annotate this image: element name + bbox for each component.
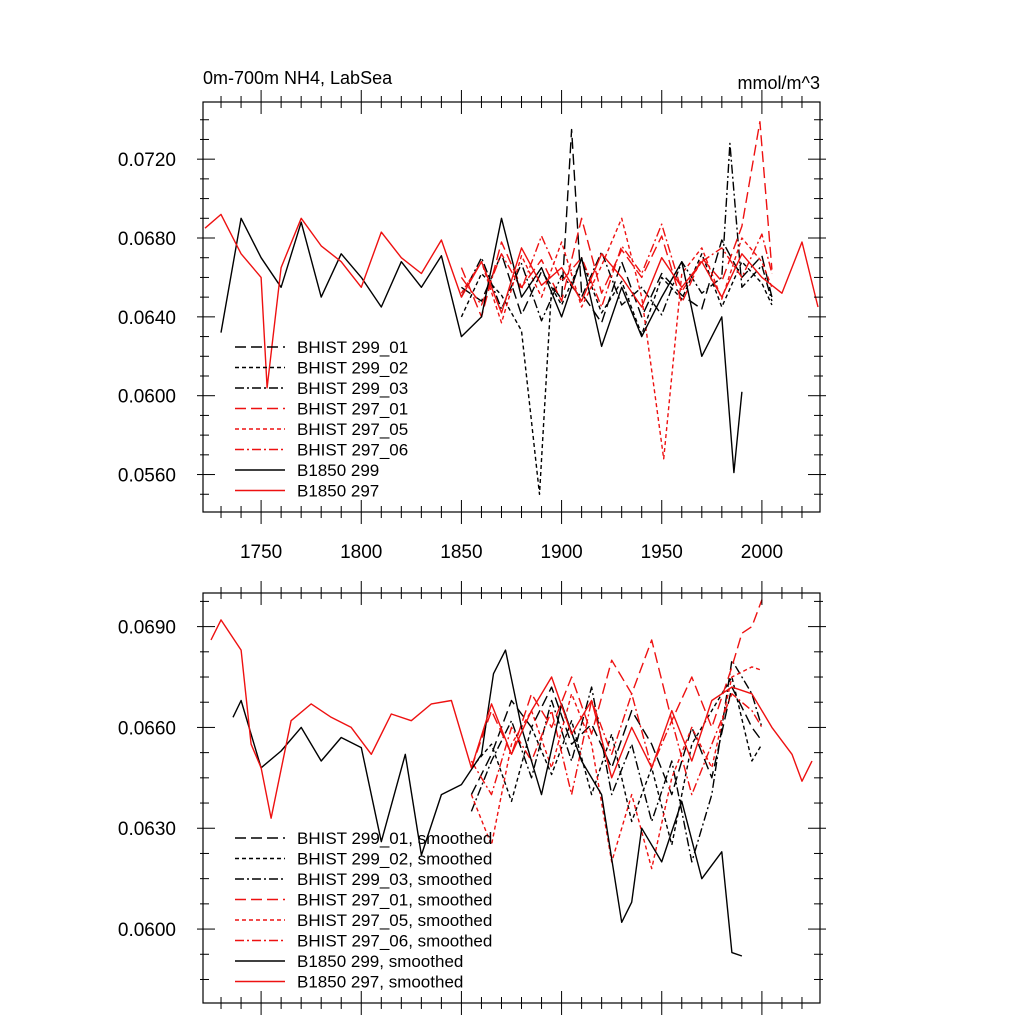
series-group xyxy=(210,599,813,957)
top-panel: 0m-700m NH4, LabSea mmol/m^3 0.0560 0.060… xyxy=(118,68,826,563)
legend: BHIST 299_01, smoothed BHIST 299_02, smoo… xyxy=(235,829,492,992)
y-tick-label: 0.0690 xyxy=(118,618,176,639)
top-panel-title: 0m-700m NH4, LabSea xyxy=(203,68,393,88)
legend-label: BHIST 297_05 xyxy=(297,420,408,439)
legend-label: BHIST 299_01, smoothed xyxy=(297,829,492,848)
y-tick-label: 0.0600 xyxy=(118,387,176,408)
series-line-8 xyxy=(210,619,813,819)
x-tick-label: 1950 xyxy=(641,542,683,563)
series-line-8 xyxy=(204,213,819,389)
y-tick-label: 0.0720 xyxy=(118,150,176,171)
legend-label: BHIST 297_06 xyxy=(297,441,408,460)
x-tick-label: 2000 xyxy=(741,542,783,563)
x-tick-label: 1750 xyxy=(240,542,282,563)
bottom-panel: 0.0600 0.0630 0.0660 0.0690 BHIST 299_01, sm… xyxy=(118,581,826,1015)
legend-label: BHIST 297_05, smoothed xyxy=(297,911,492,930)
legend-label: BHIST 299_02 xyxy=(297,359,408,378)
plot-frame xyxy=(202,101,821,513)
y-tick-label: 0.0630 xyxy=(118,819,176,840)
y-tick-label: 0.0600 xyxy=(118,920,176,941)
legend-label: BHIST 299_03 xyxy=(297,379,408,398)
y-tick-label: 0.0680 xyxy=(118,229,176,250)
y-tick-label: 0.0560 xyxy=(118,466,176,487)
series-line-3 xyxy=(460,142,773,322)
legend-label: BHIST 297_06, smoothed xyxy=(297,932,492,951)
legend-label: BHIST 297_01, smoothed xyxy=(297,891,492,910)
y-tick-label: 0.0660 xyxy=(118,718,176,739)
series-line-3 xyxy=(470,659,763,863)
legend-label: B1850 297, smoothed xyxy=(297,973,463,992)
legend-label: BHIST 299_02, smoothed xyxy=(297,850,492,869)
series-line-6 xyxy=(460,223,773,308)
top-panel-units: mmol/m^3 xyxy=(738,73,820,93)
x-tick-label: 1800 xyxy=(340,542,382,563)
plot-frame xyxy=(202,592,821,1004)
series-line-7 xyxy=(232,649,743,957)
legend-label: BHIST 299_01 xyxy=(297,338,408,357)
legend-label: B1850 297 xyxy=(297,482,379,501)
legend-label: B1850 299, smoothed xyxy=(297,952,463,971)
y-tick-label: 0.0640 xyxy=(118,308,176,329)
legend-label: BHIST 299_03, smoothed xyxy=(297,870,492,889)
series-group xyxy=(204,120,819,495)
series-line-7 xyxy=(220,217,743,474)
series-line-1 xyxy=(470,686,763,796)
legend-label: B1850 299 xyxy=(297,461,379,480)
legend-label: BHIST 297_01 xyxy=(297,400,408,419)
x-tick-label: 1900 xyxy=(540,542,582,563)
series-line-1 xyxy=(461,128,773,324)
series-line-5 xyxy=(460,217,773,460)
x-tick-label: 1850 xyxy=(440,542,482,563)
